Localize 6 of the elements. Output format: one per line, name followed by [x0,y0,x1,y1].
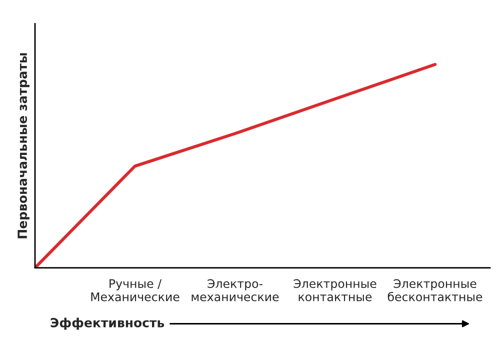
y-axis-title: Первоначальные затраты [18,53,30,238]
x-tick-label: Ручные / Механические [91,279,180,302]
x-tick-label: Электро- механические [192,279,279,302]
x-tick-label: Электронные контактные [294,279,376,302]
x-axis-title: Эффективность [50,318,164,330]
x-tick-label: Электронные бесконтактные [388,279,482,302]
